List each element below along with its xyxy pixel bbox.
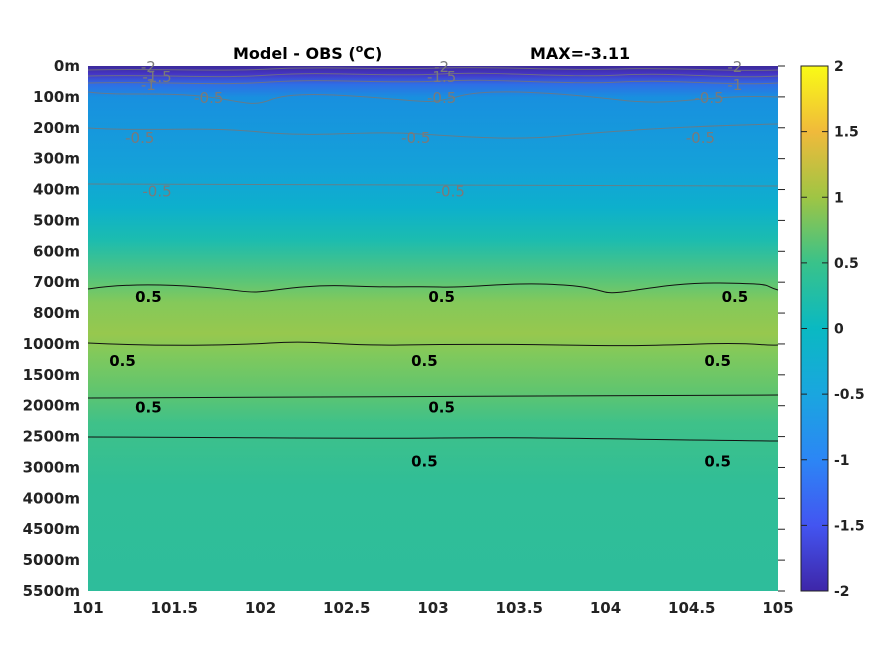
x-tick-label: 102.5 — [323, 599, 370, 617]
contour-line-0p5-b — [87, 341, 779, 347]
contour-label: -2 — [434, 58, 449, 76]
contour-label: -1 — [141, 76, 156, 94]
contour-label: 0.5 — [428, 288, 455, 306]
y-tick-label: 300m — [33, 150, 80, 168]
contour-label: -1.5 — [427, 68, 456, 86]
colorbar-tick-label: -0.5 — [834, 387, 865, 403]
contour-label: -2 — [141, 58, 156, 76]
y-tick-label: 5000m — [23, 551, 80, 569]
y-tick-label: 4000m — [23, 489, 80, 507]
contour-label: 0.5 — [135, 399, 162, 417]
contour-label: -1.5 — [142, 68, 171, 86]
colorbar-tick-label: -1.5 — [834, 518, 865, 534]
y-tick-label: 1000m — [23, 335, 80, 353]
colorbar-tick-label: 0.5 — [834, 256, 859, 272]
colorbar-tick-label: 0 — [834, 322, 844, 338]
contour-line-neg0p5-c — [87, 183, 779, 187]
chart-max-label: MAX=-3.11 — [530, 44, 630, 63]
contour-line-neg0p5-a — [87, 91, 779, 104]
y-tick-label: 3000m — [23, 458, 80, 476]
plot-right-ticks — [778, 65, 785, 592]
x-tick-label: 102 — [245, 599, 276, 617]
contour-label: -0.5 — [401, 129, 430, 147]
contour-label: -0.5 — [194, 89, 223, 107]
colorbar-tick-label: 2 — [834, 59, 844, 75]
contour-label: 0.5 — [411, 352, 438, 370]
x-tick-label: 101.5 — [151, 599, 198, 617]
contour-label: -1 — [727, 76, 742, 94]
contour-label: 0.5 — [411, 452, 438, 470]
contour-label: 0.5 — [428, 399, 455, 417]
contour-label: -0.5 — [427, 89, 456, 107]
y-tick-label: 0m — [54, 57, 80, 75]
contour-line-neg1p5 — [87, 72, 779, 78]
contour-line-neg1 — [87, 79, 779, 85]
contour-label: -0.5 — [125, 129, 154, 147]
negative-contours — [87, 67, 779, 187]
contour-label: 0.5 — [704, 352, 731, 370]
y-tick-label: 100m — [33, 88, 80, 106]
contour-label: -0.5 — [686, 129, 715, 147]
plot-area: -2-1.5-1-0.5-2-1.5-0.5-2-0.5-1-0.5 -0.5 -0… — [87, 58, 779, 591]
y-tick-label: 800m — [33, 304, 80, 322]
contour-line-neg0p5-b — [87, 123, 779, 139]
temperature-difference-field — [88, 66, 778, 591]
colorbar-tick-label: 1.5 — [834, 125, 859, 141]
y-tick-label: 2500m — [23, 428, 80, 446]
x-tick-label: 104.5 — [668, 599, 715, 617]
contour-label: 0.5 — [722, 288, 749, 306]
contour-label: -0.5 — [436, 183, 465, 201]
y-tick-label: 2000m — [23, 397, 80, 415]
contour-label: -0.5 — [142, 183, 171, 201]
y-tick-label: 1500m — [23, 366, 80, 384]
contour-label: -0.5 — [694, 89, 723, 107]
contour-line-neg2 — [87, 67, 779, 71]
y-tick-label: 400m — [33, 181, 80, 199]
contour-label: 0.5 — [109, 352, 136, 370]
y-tick-label: 500m — [33, 211, 80, 229]
y-tick-label: 600m — [33, 242, 80, 260]
x-tick-label: 103 — [417, 599, 448, 617]
colorbar-tick-label: -2 — [834, 584, 850, 600]
y-tick-label: 700m — [33, 273, 80, 291]
contour-label: 0.5 — [135, 288, 162, 306]
contour-label: 0.5 — [704, 452, 731, 470]
x-axis: 101 101.5 102 102.5 103 103.5 104 104.5 105 — [72, 599, 793, 617]
contour-line-0p5-a — [87, 282, 779, 294]
colorbar: 2 1.5 1 0.5 0 -0.5 -1 -1.5 -2 — [800, 59, 865, 600]
colorbar-tick-label: -1 — [834, 453, 850, 469]
x-tick-label: 104 — [590, 599, 621, 617]
x-tick-label: 103.5 — [496, 599, 543, 617]
colorbar-ticks: 2 1.5 1 0.5 0 -0.5 -1 -1.5 -2 — [801, 59, 865, 600]
colorbar-tick-label: 1 — [834, 190, 844, 206]
positive-contours — [87, 282, 779, 442]
y-tick-label: 5500m — [23, 582, 80, 600]
y-tick-label: 200m — [33, 119, 80, 137]
y-axis: 0m 100m 200m 300m 400m 500m 600m 700m 800m 1000m 1… — [23, 57, 80, 600]
contour-line-0p5-d — [87, 436, 779, 442]
contour-line-0p5-c — [87, 394, 779, 399]
contour-labels: -2-1.5-1-0.5-2-1.5-0.5-2-0.5-1-0.5 -0.5 -0… — [109, 58, 748, 470]
y-tick-label: 4500m — [23, 520, 80, 538]
contour-label: -2 — [727, 58, 742, 76]
x-tick-label: 105 — [762, 599, 793, 617]
x-tick-label: 101 — [72, 599, 103, 617]
chart-title: Model - OBS (oC) — [233, 42, 382, 63]
